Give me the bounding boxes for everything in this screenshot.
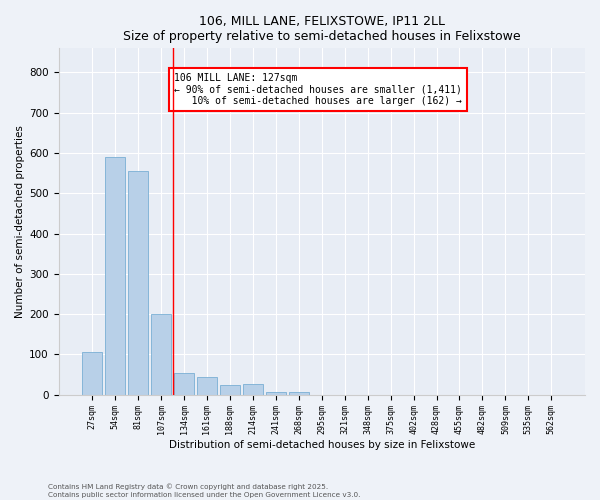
X-axis label: Distribution of semi-detached houses by size in Felixstowe: Distribution of semi-detached houses by …: [169, 440, 475, 450]
Title: 106, MILL LANE, FELIXSTOWE, IP11 2LL
Size of property relative to semi-detached : 106, MILL LANE, FELIXSTOWE, IP11 2LL Siz…: [123, 15, 521, 43]
Bar: [128, 171, 148, 394]
Y-axis label: Number of semi-detached properties: Number of semi-detached properties: [15, 125, 25, 318]
Text: 106 MILL LANE: 127sqm
← 90% of semi-detached houses are smaller (1,411)
   10% o: 106 MILL LANE: 127sqm ← 90% of semi-deta…: [175, 72, 462, 106]
Bar: [197, 376, 217, 394]
Bar: [243, 384, 263, 394]
Bar: [106, 157, 125, 394]
Bar: [82, 352, 102, 395]
Bar: [289, 392, 308, 394]
Bar: [151, 314, 171, 394]
Bar: [266, 392, 286, 394]
Bar: [220, 384, 239, 394]
Text: Contains HM Land Registry data © Crown copyright and database right 2025.
Contai: Contains HM Land Registry data © Crown c…: [48, 484, 361, 498]
Bar: [174, 372, 194, 394]
